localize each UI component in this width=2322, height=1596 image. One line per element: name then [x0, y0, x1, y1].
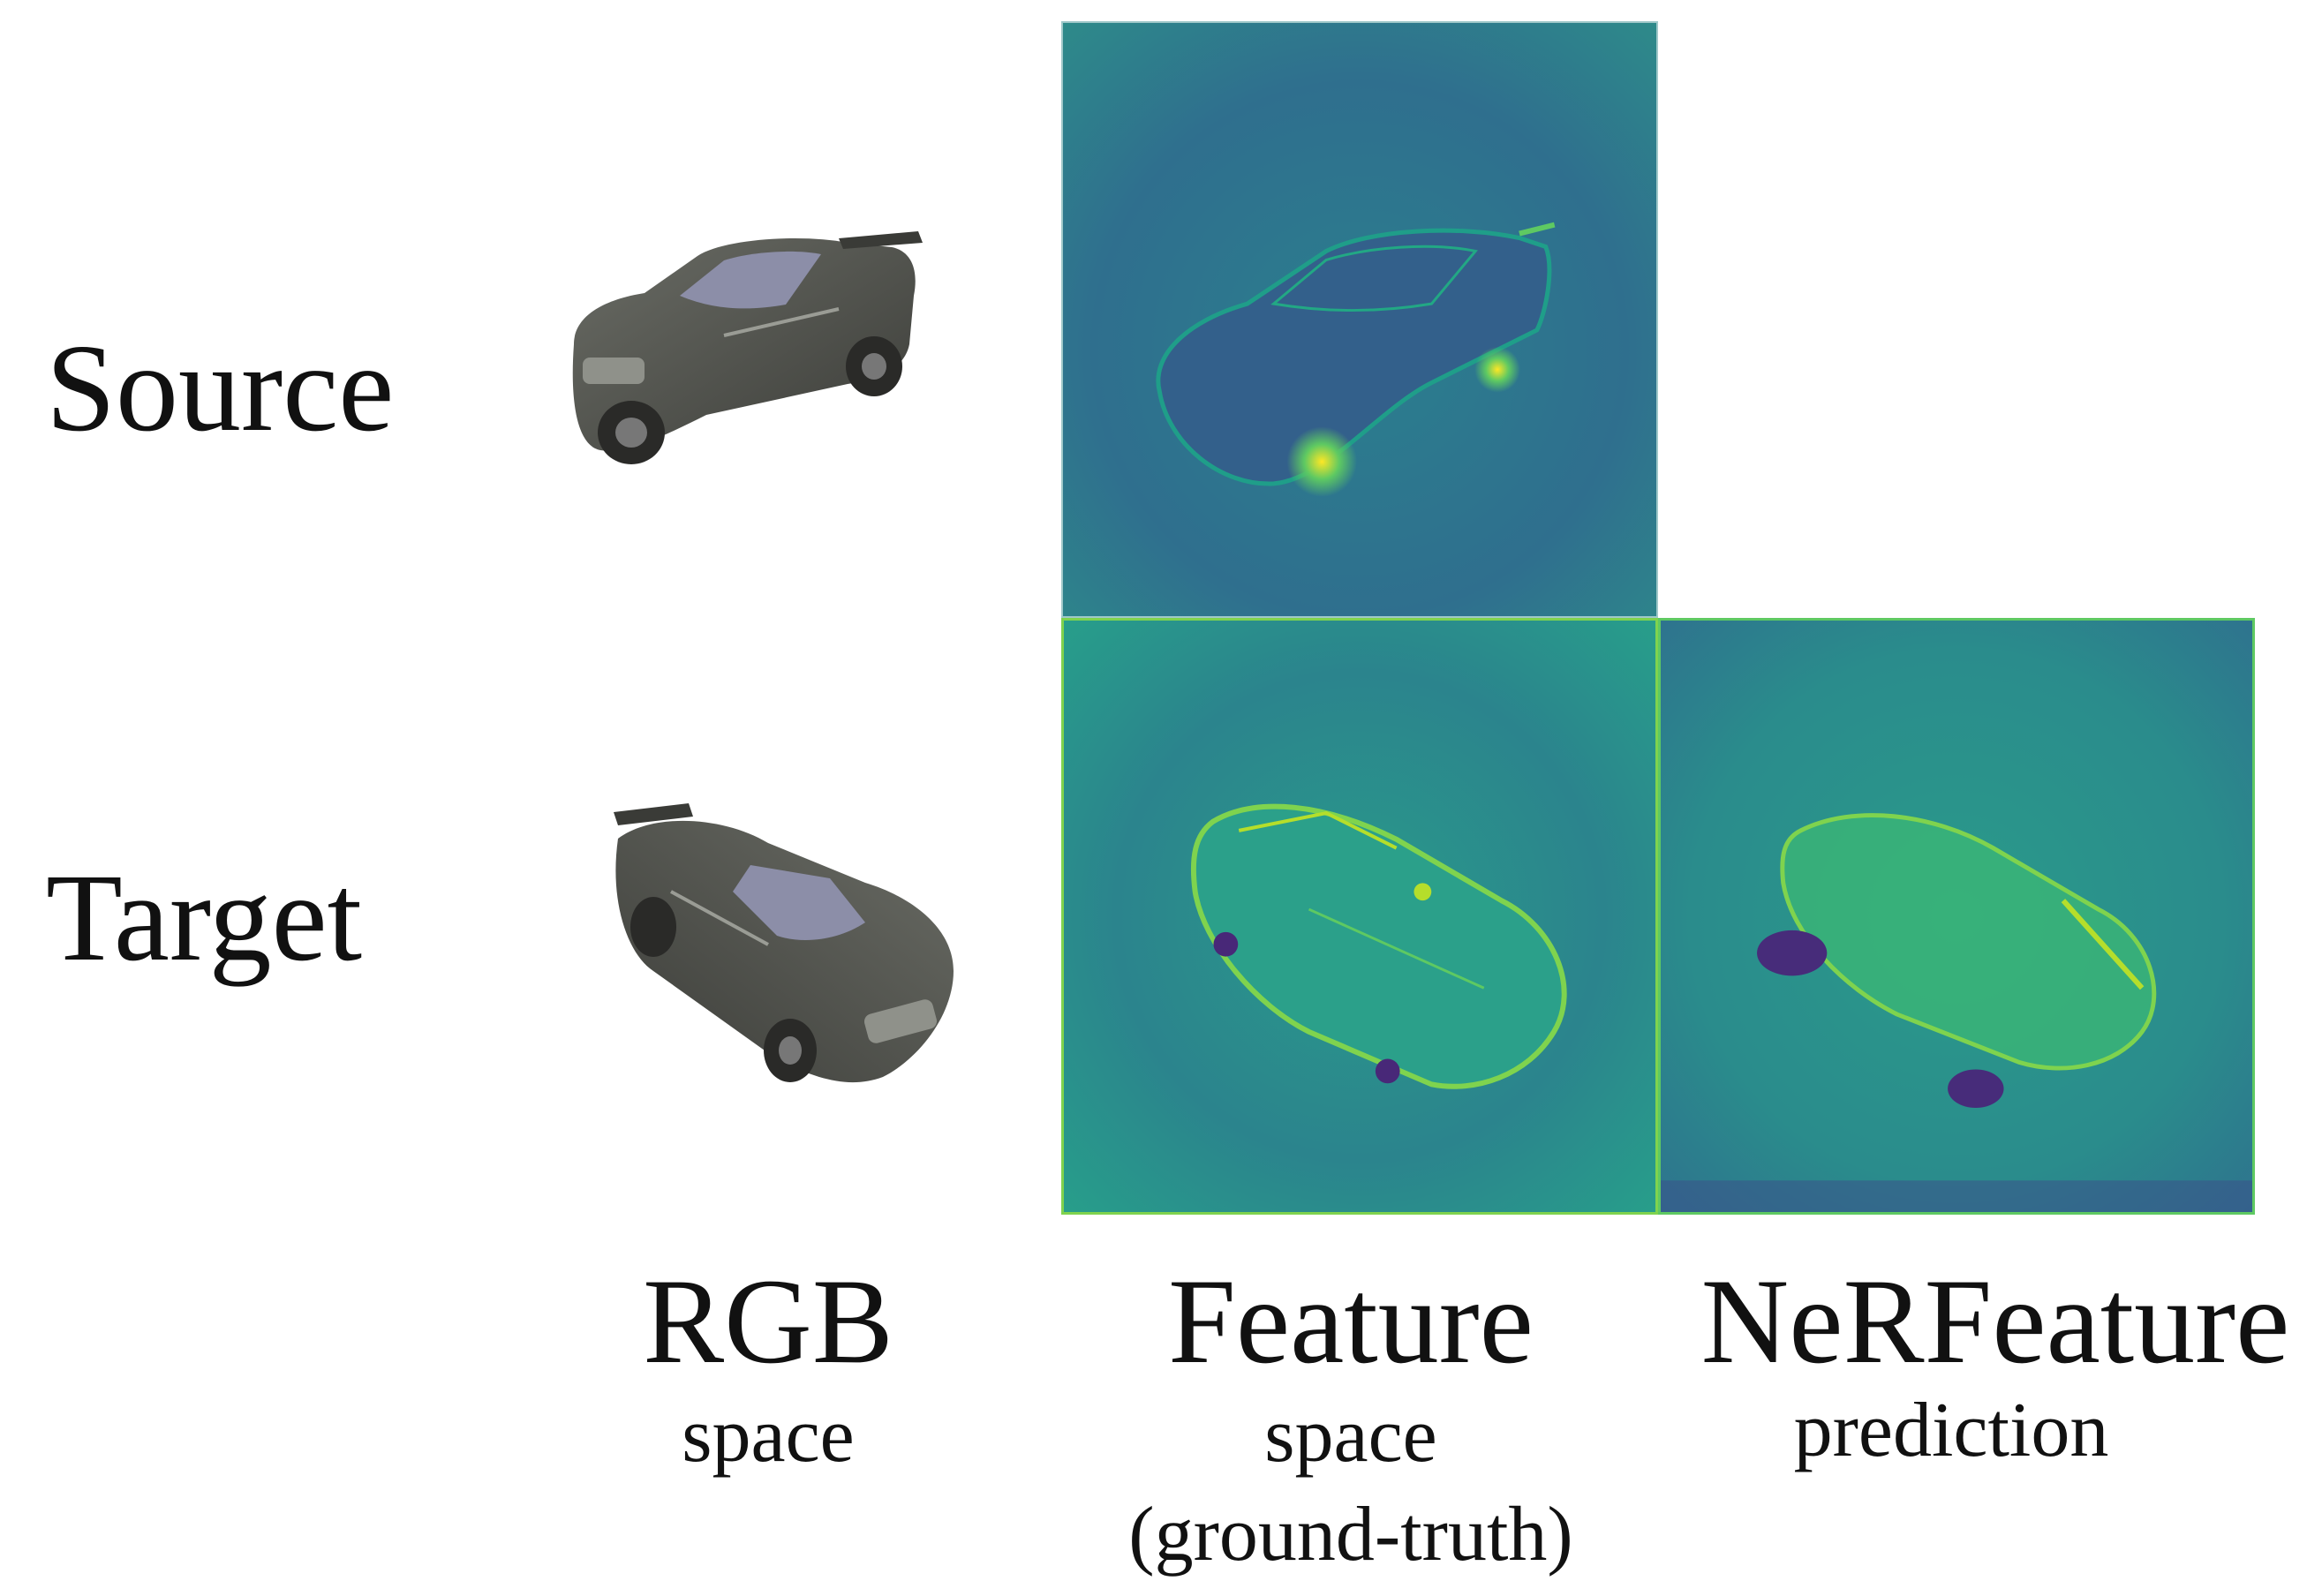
column-title-nerfeature: NeRFeature: [1700, 1253, 2290, 1389]
prediction-feature-car-outline: [1757, 813, 2157, 1109]
feature-map-target-panel: [1061, 618, 1658, 1215]
source-feature-car-outline: [1156, 222, 1556, 497]
row-label-target: Target: [46, 847, 363, 987]
column-subtitle-nerfeature: prediction: [1793, 1388, 2109, 1473]
column-subtitle-feature-line2: (ground-truth): [1128, 1492, 1573, 1577]
target-feature-car-outline: [1190, 803, 1567, 1089]
feature-map-source-panel: [1061, 21, 1658, 618]
source-rgb-car-image: [547, 212, 927, 477]
column-title-rgb: RGB: [643, 1253, 893, 1389]
row-label-source: Source: [46, 318, 395, 457]
car-image-source-icon: [572, 231, 923, 464]
target-rgb-car-image: [600, 794, 971, 1095]
nerfeature-prediction-panel: [1658, 618, 2255, 1215]
column-title-feature: Feature: [1168, 1253, 1534, 1389]
column-subtitle-feature-line1: space: [1264, 1393, 1437, 1479]
car-image-target-icon: [614, 803, 954, 1083]
column-subtitle-rgb: space: [682, 1393, 855, 1479]
